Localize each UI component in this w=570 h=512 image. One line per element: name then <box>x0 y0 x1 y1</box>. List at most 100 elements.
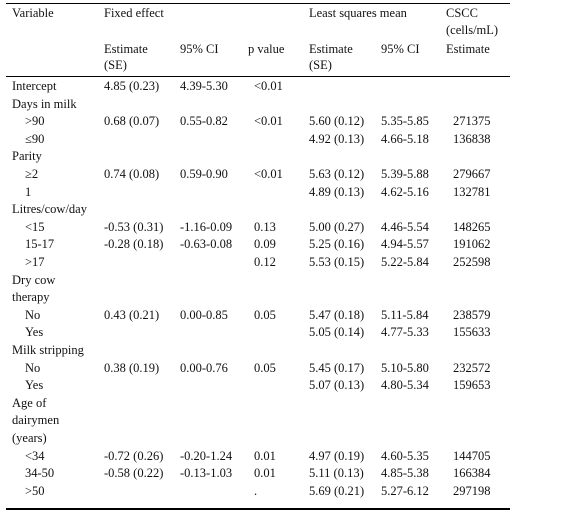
cell-fe-ci: 0.00-0.76 <box>180 360 228 375</box>
row-label: Days in milk <box>12 96 77 111</box>
header-lsm-ci: 95% CI <box>381 42 420 56</box>
cell-lsm-ci: 4.85-5.38 <box>381 466 429 481</box>
row-label: 15-17 <box>25 237 55 252</box>
header-lsm-se: (SE) <box>309 58 332 72</box>
header-fe-se: (SE) <box>104 58 127 72</box>
row-label: >17 <box>25 255 45 269</box>
row-label: ≥2 <box>25 167 39 181</box>
cell-lsm-ci: 5.22-5.84 <box>381 255 429 269</box>
cell-fe-ci: 0.00-0.85 <box>180 307 228 322</box>
cell-p-value: 0.05 <box>254 307 276 322</box>
cell-lsm-ci: 4.62-5.16 <box>381 184 429 199</box>
row-label: dairymen <box>12 413 60 428</box>
cell-cscc-estimate: 232572 <box>453 360 491 375</box>
cell-p-value: . <box>254 483 258 498</box>
cell-p-value: <0.01 <box>254 114 283 129</box>
row-label: Age of <box>12 395 47 410</box>
cell-lsm-estimate: 4.89 (0.13) <box>309 184 365 199</box>
row-label: >50 <box>25 483 45 498</box>
cell-p-value: 0.09 <box>254 237 276 252</box>
row-label: <15 <box>25 219 45 234</box>
cell-lsm-ci: 5.27-6.12 <box>381 483 429 498</box>
cell-cscc-estimate: 159653 <box>453 378 491 393</box>
header-fe-ci: 95% CI <box>180 42 219 56</box>
cell-lsm-estimate: 4.92 (0.13) <box>309 131 365 146</box>
cell-fe-ci: -1.16-0.09 <box>180 219 233 234</box>
cell-fe-estimate: -0.28 (0.18) <box>104 237 164 252</box>
cell-lsm-estimate: 5.05 (0.14) <box>309 325 365 340</box>
cell-cscc-estimate: 148265 <box>453 219 491 234</box>
cell-p-value: <0.01 <box>254 79 283 93</box>
cell-p-value: 0.01 <box>254 466 276 481</box>
cell-p-value: 0.01 <box>254 448 276 463</box>
cell-lsm-estimate: 5.45 (0.17) <box>309 360 365 375</box>
cell-cscc-estimate: 166384 <box>453 466 491 481</box>
top-rule <box>6 3 510 4</box>
cell-lsm-estimate: 5.07 (0.13) <box>309 378 365 393</box>
cell-lsm-ci: 4.66-5.18 <box>381 131 429 146</box>
cell-fe-ci: 0.55-0.82 <box>180 114 228 129</box>
row-label: Yes <box>25 325 44 340</box>
row-label: (years) <box>12 431 47 445</box>
cell-cscc-estimate: 297198 <box>453 483 491 498</box>
cell-lsm-ci: 4.77-5.33 <box>381 325 429 340</box>
cell-fe-ci: 4.39-5.30 <box>180 79 228 93</box>
row-label: No <box>25 360 41 375</box>
cell-fe-estimate: -0.58 (0.22) <box>104 466 164 481</box>
cell-fe-ci: -0.13-1.03 <box>180 466 233 481</box>
cell-cscc-estimate: 144705 <box>453 448 491 463</box>
header-lsm-estimate: Estimate <box>309 42 353 56</box>
cell-lsm-estimate: 5.47 (0.18) <box>309 307 365 322</box>
row-label: >90 <box>25 114 45 129</box>
cell-lsm-estimate: 5.63 (0.12) <box>309 167 365 181</box>
cell-cscc-estimate: 279667 <box>453 167 491 181</box>
header-fe-estimate: Estimate <box>104 42 148 56</box>
cell-lsm-ci: 4.94-5.57 <box>381 237 429 252</box>
row-label: Parity <box>12 149 42 164</box>
cell-cscc-estimate: 271375 <box>453 114 491 129</box>
row-label: <34 <box>25 448 45 463</box>
header-fixed-effect: Fixed effect <box>104 6 164 20</box>
cell-p-value: 0.05 <box>254 360 276 375</box>
cell-cscc-estimate: 132781 <box>453 184 491 199</box>
cell-fe-estimate: -0.53 (0.31) <box>104 219 164 234</box>
header-rule <box>6 76 510 77</box>
cell-cscc-estimate: 238579 <box>453 307 491 322</box>
header-cscc: CSCC <box>446 6 478 20</box>
cell-lsm-estimate: 5.00 (0.27) <box>309 219 365 234</box>
cell-lsm-estimate: 5.11 (0.13) <box>309 466 364 481</box>
cell-p-value: <0.01 <box>254 167 283 181</box>
bottom-rule <box>6 508 510 510</box>
row-label: ≤90 <box>25 131 45 146</box>
cell-lsm-ci: 5.11-5.84 <box>381 307 429 322</box>
header-variable: Variable <box>12 6 54 20</box>
header-cscc-unit: (cells/mL) <box>446 23 499 37</box>
cell-fe-estimate: 0.68 (0.07) <box>104 114 160 129</box>
cell-lsm-ci: 4.60-5.35 <box>381 448 429 463</box>
cell-cscc-estimate: 136838 <box>453 131 491 146</box>
cell-lsm-ci: 4.46-5.54 <box>381 219 429 234</box>
row-label: 34-50 <box>25 466 55 481</box>
row-label: No <box>25 307 41 322</box>
cell-fe-estimate: 0.43 (0.21) <box>104 307 160 322</box>
cell-lsm-estimate: 5.69 (0.21) <box>309 483 365 498</box>
cell-lsm-estimate: 4.97 (0.19) <box>309 448 365 463</box>
row-label: Yes <box>25 378 44 393</box>
cell-p-value: 0.13 <box>254 219 276 234</box>
row-label: Dry cow <box>12 272 56 287</box>
header-p-value: p value <box>248 42 285 56</box>
cell-fe-ci: -0.20-1.24 <box>180 448 233 463</box>
cell-cscc-estimate: 252598 <box>453 255 491 269</box>
row-label: therapy <box>12 290 50 305</box>
cell-fe-ci: -0.63-0.08 <box>180 237 233 252</box>
header-cscc-estimate: Estimate <box>446 42 490 56</box>
row-label: Litres/cow/day <box>12 202 87 217</box>
cell-p-value: 0.12 <box>254 255 276 269</box>
cell-fe-estimate: -0.72 (0.26) <box>104 448 164 463</box>
cell-lsm-estimate: 5.25 (0.16) <box>309 237 365 252</box>
cell-lsm-ci: 4.80-5.34 <box>381 378 429 393</box>
row-label: Intercept <box>12 79 57 93</box>
cell-fe-estimate: 0.38 (0.19) <box>104 360 160 375</box>
cell-lsm-estimate: 5.60 (0.12) <box>309 114 365 129</box>
cell-cscc-estimate: 155633 <box>453 325 491 340</box>
